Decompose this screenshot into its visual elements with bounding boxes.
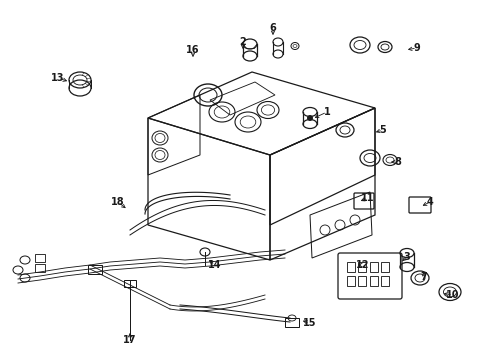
Text: 16: 16: [186, 45, 199, 55]
Text: 12: 12: [356, 260, 369, 270]
Text: 9: 9: [413, 43, 420, 53]
Text: 17: 17: [123, 335, 137, 345]
Text: 5: 5: [379, 125, 386, 135]
Bar: [357, 276, 365, 286]
Text: 4: 4: [426, 197, 432, 207]
Bar: [380, 262, 388, 272]
Text: 13: 13: [51, 73, 64, 83]
Bar: [285, 318, 298, 327]
Text: 1: 1: [323, 107, 330, 117]
Bar: [369, 276, 377, 286]
Text: 8: 8: [394, 157, 401, 167]
Bar: [35, 254, 45, 262]
Bar: [88, 265, 102, 274]
Text: 14: 14: [208, 260, 221, 270]
Text: 7: 7: [420, 272, 427, 282]
Bar: [357, 262, 365, 272]
Text: 11: 11: [361, 193, 374, 203]
Text: 2: 2: [239, 37, 246, 47]
Bar: [346, 276, 354, 286]
Bar: [369, 262, 377, 272]
Text: 15: 15: [303, 318, 316, 328]
Text: 10: 10: [446, 290, 459, 300]
Bar: [35, 264, 45, 272]
Circle shape: [306, 115, 312, 121]
Bar: [124, 280, 136, 287]
Text: 6: 6: [269, 23, 276, 33]
Bar: [346, 262, 354, 272]
Text: 18: 18: [111, 197, 124, 207]
Bar: [380, 276, 388, 286]
Text: 3: 3: [403, 252, 409, 262]
